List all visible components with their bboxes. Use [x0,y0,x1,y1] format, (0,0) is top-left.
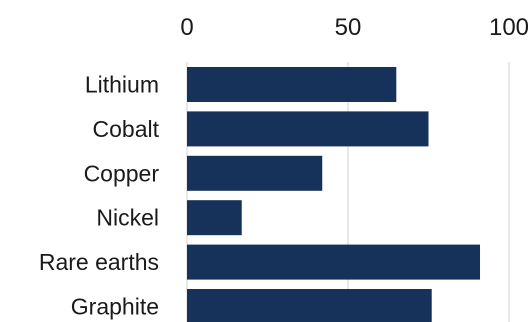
x-axis-ticks: 0 50 100 [180,14,529,41]
category-label-nickel: Nickel [96,205,159,231]
category-label-copper: Copper [84,160,160,186]
category-label-graphite: Graphite [71,294,159,320]
category-label-rare-earths: Rare earths [39,249,159,275]
category-labels: Lithium Cobalt Copper Nickel Rare earths Grap… [39,72,160,320]
bar-graphite [187,289,432,322]
bar-lithium [187,67,397,102]
bar-copper [187,155,323,191]
bar-rare-earths [187,244,481,280]
category-label-lithium: Lithium [85,72,159,98]
tick-label-100: 100 [489,14,529,41]
bars [187,67,481,322]
bar-nickel [187,200,242,236]
tick-label-0: 0 [180,14,193,41]
tick-label-50: 50 [335,14,362,41]
category-label-cobalt: Cobalt [93,116,160,142]
bar-cobalt [187,111,429,147]
